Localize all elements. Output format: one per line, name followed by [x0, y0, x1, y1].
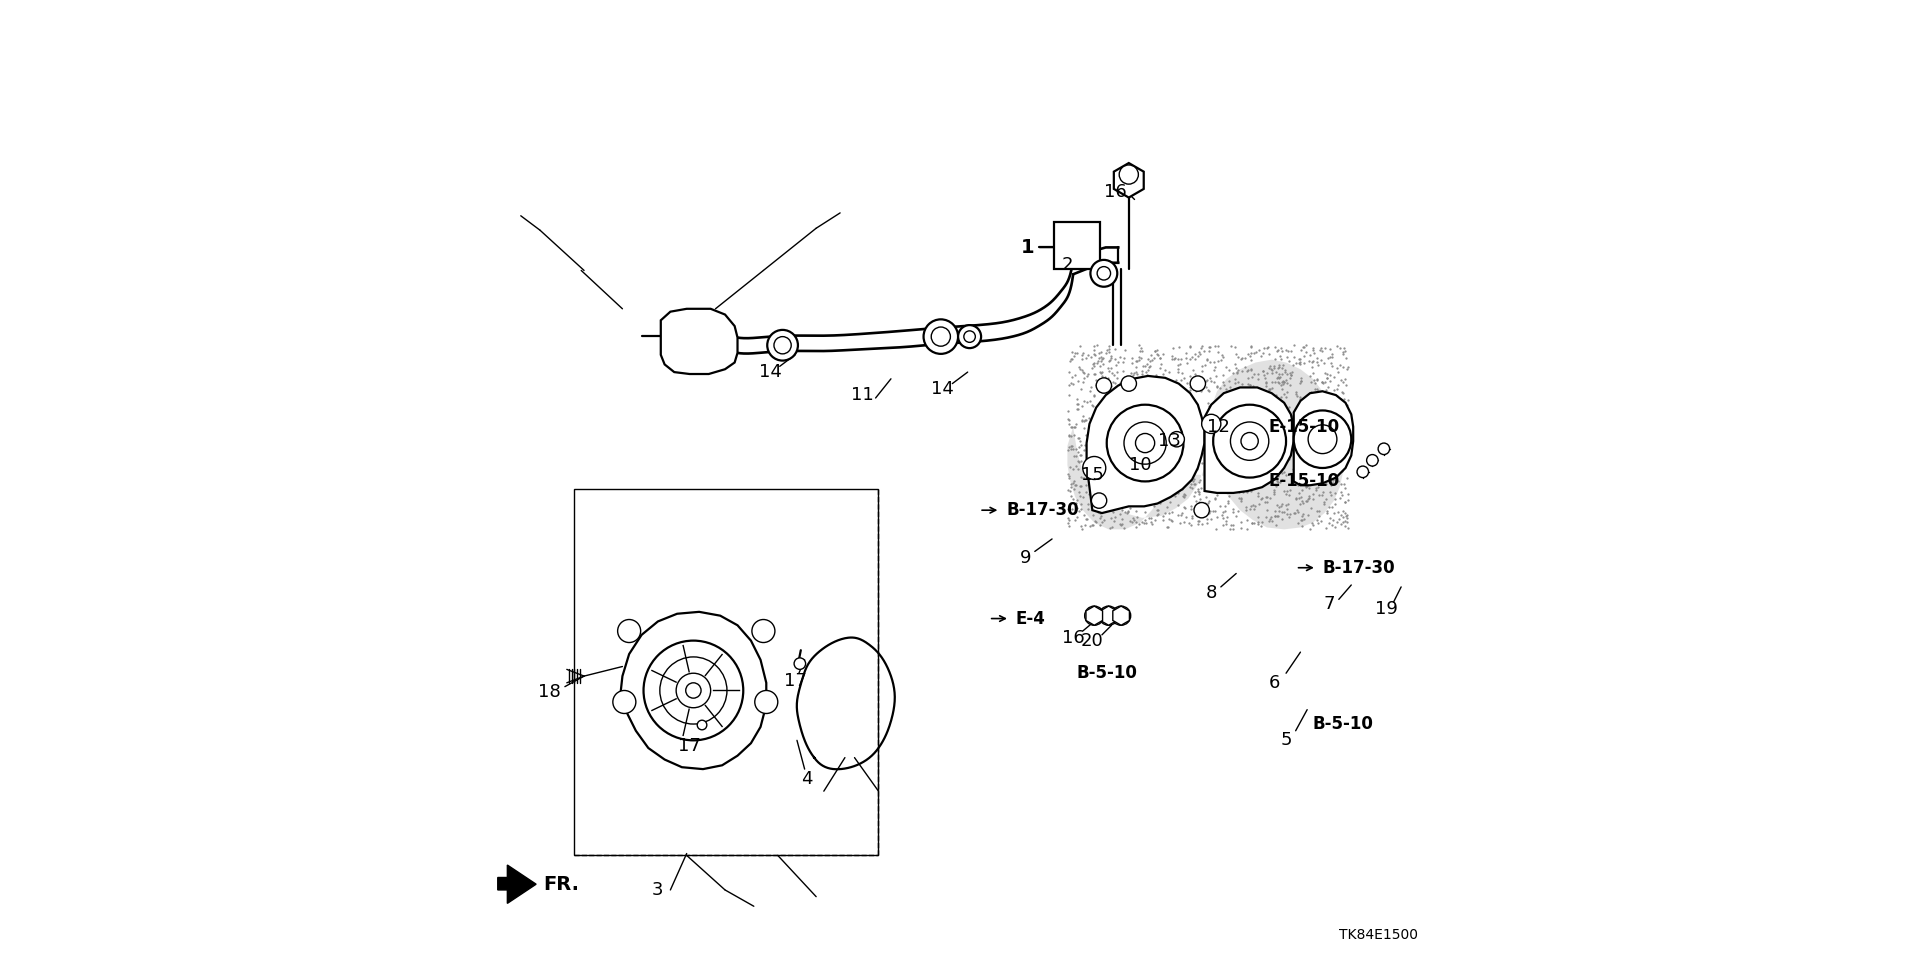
Text: 4: 4 — [801, 770, 812, 787]
Polygon shape — [1294, 391, 1354, 485]
Circle shape — [1379, 443, 1390, 455]
Circle shape — [697, 720, 707, 730]
Circle shape — [931, 327, 950, 346]
Text: 8: 8 — [1206, 584, 1217, 601]
Text: 14: 14 — [758, 363, 781, 381]
Text: 7: 7 — [1323, 596, 1334, 613]
Circle shape — [660, 657, 728, 724]
Circle shape — [1119, 165, 1139, 184]
Circle shape — [1096, 378, 1112, 393]
Polygon shape — [660, 309, 737, 374]
Circle shape — [1085, 606, 1104, 625]
Polygon shape — [1087, 606, 1102, 625]
Circle shape — [1294, 410, 1352, 468]
Circle shape — [795, 658, 806, 669]
Circle shape — [643, 641, 743, 740]
Circle shape — [612, 690, 636, 713]
Circle shape — [1357, 466, 1369, 478]
Text: 18: 18 — [538, 684, 561, 701]
Text: 5: 5 — [1281, 732, 1292, 749]
Text: 20: 20 — [1081, 632, 1104, 649]
Text: B-5-10: B-5-10 — [1313, 715, 1375, 733]
Circle shape — [1202, 414, 1221, 433]
Circle shape — [1367, 455, 1379, 466]
Circle shape — [1194, 503, 1210, 518]
Circle shape — [1240, 433, 1258, 450]
Text: 1: 1 — [1020, 238, 1035, 257]
Polygon shape — [1204, 387, 1294, 493]
Text: TK84E1500: TK84E1500 — [1340, 927, 1419, 942]
Circle shape — [755, 690, 778, 713]
Text: E-15-10: E-15-10 — [1269, 473, 1340, 490]
Circle shape — [1231, 422, 1269, 460]
Text: E-15-10: E-15-10 — [1269, 418, 1340, 435]
Text: B-17-30: B-17-30 — [1323, 559, 1396, 576]
Text: 17: 17 — [783, 672, 806, 690]
Circle shape — [1121, 376, 1137, 391]
Polygon shape — [1114, 163, 1144, 198]
Circle shape — [1169, 432, 1185, 447]
Text: FR.: FR. — [543, 875, 578, 894]
Text: 19: 19 — [1375, 600, 1398, 618]
Polygon shape — [1068, 360, 1344, 529]
Polygon shape — [497, 865, 536, 903]
Circle shape — [1106, 405, 1183, 481]
Circle shape — [1091, 493, 1106, 508]
Circle shape — [1083, 456, 1106, 480]
Polygon shape — [1114, 606, 1129, 625]
Text: 3: 3 — [653, 881, 664, 899]
Text: B-17-30: B-17-30 — [1006, 502, 1079, 519]
Text: E-4: E-4 — [1016, 610, 1046, 627]
Circle shape — [924, 319, 958, 354]
Polygon shape — [1100, 606, 1117, 625]
Bar — [574, 489, 879, 855]
Polygon shape — [1087, 376, 1204, 513]
Text: 2: 2 — [1062, 256, 1073, 273]
Text: 9: 9 — [1020, 550, 1031, 567]
Text: 10: 10 — [1129, 456, 1152, 474]
Circle shape — [1213, 405, 1286, 478]
Circle shape — [1308, 425, 1336, 454]
Circle shape — [685, 683, 701, 698]
Bar — [1054, 222, 1100, 269]
Circle shape — [958, 325, 981, 348]
Circle shape — [753, 620, 776, 643]
Text: 16: 16 — [1062, 629, 1085, 646]
Circle shape — [774, 337, 791, 354]
Circle shape — [1098, 606, 1117, 625]
Text: 6: 6 — [1269, 674, 1281, 691]
Circle shape — [1123, 422, 1165, 464]
Polygon shape — [620, 612, 766, 769]
Circle shape — [1091, 260, 1117, 287]
Circle shape — [768, 330, 799, 361]
Text: 12: 12 — [1208, 418, 1231, 435]
Circle shape — [618, 620, 641, 643]
Circle shape — [1135, 433, 1154, 453]
Text: 13: 13 — [1158, 433, 1181, 450]
Text: B-5-10: B-5-10 — [1077, 665, 1139, 682]
Text: 17: 17 — [678, 737, 701, 755]
Text: 11: 11 — [851, 386, 874, 404]
Text: 15: 15 — [1081, 466, 1104, 483]
Circle shape — [1112, 606, 1131, 625]
Text: 14: 14 — [931, 381, 954, 398]
Text: 16: 16 — [1104, 183, 1127, 200]
Circle shape — [1190, 376, 1206, 391]
Circle shape — [964, 331, 975, 342]
Circle shape — [1096, 267, 1110, 280]
Circle shape — [676, 673, 710, 708]
